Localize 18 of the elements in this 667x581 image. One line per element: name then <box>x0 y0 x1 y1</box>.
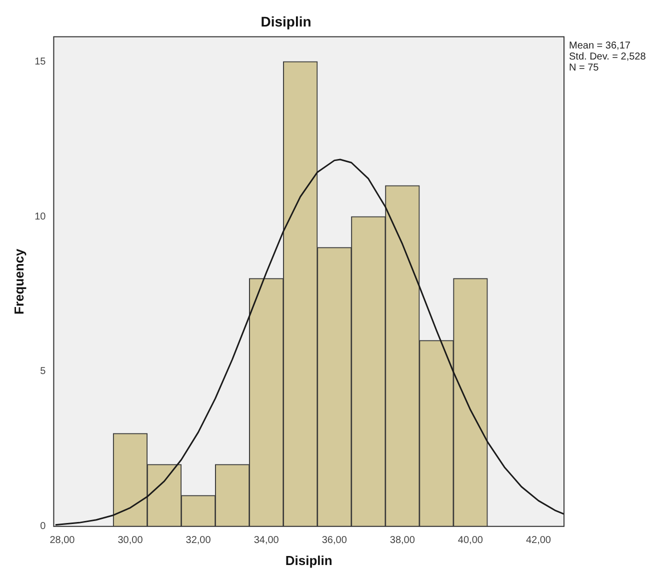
text: Std. Dev. = 2,528 <box>569 52 646 63</box>
y-tick-label: 5 <box>40 366 46 378</box>
y-tick-label: 10 <box>34 211 46 222</box>
x-tick-label: 32,00 <box>186 535 212 546</box>
x-tick-label: 42,00 <box>526 535 552 546</box>
x-axis-title: Disiplin <box>285 552 332 568</box>
x-tick-label: 38,00 <box>390 535 416 546</box>
y-tick-label: 0 <box>40 521 46 532</box>
x-tick-label: 34,00 <box>254 535 280 546</box>
x-tick-label: 40,00 <box>458 535 484 546</box>
x-tick-label: 28,00 <box>50 535 76 546</box>
text: Mean = 36,17 <box>569 40 631 52</box>
y-axis-title: Frequency <box>11 248 26 314</box>
x-tick-label: 36,00 <box>322 535 348 546</box>
y-tick-label: 15 <box>34 56 46 68</box>
x-tick-label: 30,00 <box>118 535 144 546</box>
chart-title: Disiplin <box>260 13 312 30</box>
text: N = 75 <box>569 62 600 74</box>
